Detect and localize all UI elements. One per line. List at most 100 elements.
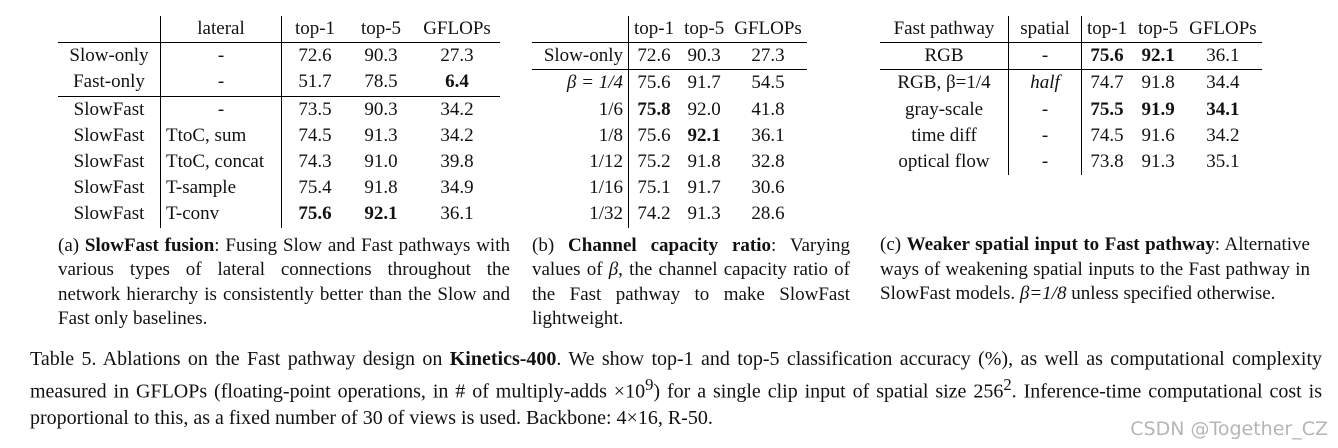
table-a-header-gflops: GFLOPs: [414, 16, 500, 44]
gflops-cell: 39.8: [440, 151, 474, 173]
caption-label: (b): [532, 234, 569, 256]
table-b: top-1 top-5 GFLOPs Slow-only 72.6 90.3 2…: [532, 16, 807, 228]
caption-title: Channel capacity ratio: [568, 234, 772, 256]
gflops-cell: 34.2: [1206, 124, 1240, 146]
table-a-panel: lateral top-1 top-5 GFLOPs Slow-only - 7…: [58, 16, 510, 332]
ratio-cell: 1/32: [532, 201, 629, 228]
top1-cell: 75.6: [637, 124, 671, 146]
table-a-header-lateral: lateral: [160, 16, 282, 44]
lateral-cell: -: [160, 42, 282, 70]
caption-beta: β=1/8: [1019, 283, 1067, 305]
top5-cell: 91.6: [1141, 124, 1175, 146]
table-row: 1/12 75.2 91.8 32.8: [532, 148, 807, 176]
top5-cell: 91.3: [364, 124, 398, 146]
input-cell: RGB: [880, 42, 1009, 70]
gflops-cell: 34.2: [440, 124, 474, 146]
main-caption: Table 5. Ablations on the Fast pathway d…: [30, 346, 1322, 431]
watermark: CSDN @Together_CZ: [1130, 418, 1328, 440]
table-a-header-top1: top-1: [281, 16, 348, 44]
table-row: SlowFast T-conv 75.6 92.1 36.1: [58, 201, 500, 228]
top5-cell: 91.8: [1132, 69, 1185, 97]
ratio-cell: β = 1/4: [532, 69, 629, 97]
table-a-header-top5: top-5: [348, 16, 414, 44]
top1-cell: 72.6: [298, 45, 332, 67]
caption-text: , the channel capacity ratio of the Fast…: [532, 259, 850, 329]
model-cell: SlowFast: [58, 201, 161, 228]
top1-cell: 74.7: [1081, 69, 1133, 97]
table-row: time diff - 74.5 91.6 34.2: [880, 122, 1262, 149]
input-cell: time diff: [880, 122, 1009, 149]
caption-text: : Alternative ways of weakening spatial …: [880, 234, 1310, 305]
top1-cell: 51.7: [298, 71, 332, 93]
main-caption-text: . Inference-time computational cost is p…: [30, 380, 1322, 429]
table-b-header-gflops: GFLOPs: [729, 16, 807, 44]
top1-cell: 75.6: [628, 69, 680, 97]
caption-label: (c): [880, 234, 907, 256]
top1-cell: 74.5: [1090, 124, 1124, 146]
caption-text: : Varying values of: [532, 234, 851, 281]
spatial-cell: -: [1008, 42, 1082, 70]
table-c-caption: (c) Weaker spatial input to Fast pathway…: [880, 233, 1310, 307]
gflops-cell: 36.1: [1206, 45, 1240, 67]
input-cell: optical flow: [880, 148, 1009, 176]
table-row: SlowFast TtoC, concat 74.3 91.0 39.8: [58, 148, 500, 176]
table-c-header-spatial: spatial: [1008, 16, 1082, 44]
top1-cell: 74.5: [298, 124, 332, 146]
table-row: SlowFast TtoC, sum 74.5 91.3 34.2: [58, 122, 500, 149]
top5-cell: 91.8: [687, 151, 721, 173]
gflops-cell: 35.1: [1206, 151, 1240, 173]
top1-cell: 73.8: [1090, 151, 1124, 173]
top5-cell: 78.5: [364, 71, 398, 93]
table-row: 1/32 74.2 91.3 28.6: [532, 201, 807, 228]
top5-cell: 92.1: [687, 124, 721, 146]
lateral-cell: T-sample: [160, 175, 282, 202]
table-a: lateral top-1 top-5 GFLOPs Slow-only - 7…: [58, 16, 500, 228]
table-row: Fast-only - 51.7 78.5 6.4: [58, 69, 500, 97]
model-cell: Slow-only: [58, 42, 161, 70]
gflops-cell: 34.9: [440, 177, 474, 199]
gflops-cell: 28.6: [751, 203, 785, 225]
model-cell: SlowFast: [58, 175, 161, 202]
table-row: optical flow - 73.8 91.3 35.1: [880, 148, 1262, 176]
gflops-cell: 34.4: [1184, 69, 1262, 97]
top5-cell: 90.3: [364, 45, 398, 67]
table-c-header-gflops: GFLOPs: [1184, 16, 1262, 44]
model-cell: SlowFast: [58, 122, 161, 149]
model-cell: SlowFast: [58, 148, 161, 176]
caption-label: (a): [58, 234, 85, 256]
table-b-caption: (b) Channel capacity ratio: Varying valu…: [532, 234, 850, 332]
table-row: Slow-only - 72.6 90.3 27.3: [58, 42, 500, 70]
caption-title: Weaker spatial input to Fast pathway: [906, 234, 1215, 256]
lateral-cell: -: [160, 95, 282, 123]
ratio-cell: 1/6: [532, 96, 629, 123]
top1-cell: 74.2: [637, 203, 671, 225]
top1-cell: 75.1: [637, 177, 671, 199]
spatial-cell: -: [1008, 148, 1082, 176]
table-row: β = 1/4 75.6 91.7 54.5: [532, 69, 807, 97]
top5-cell: 91.7: [679, 69, 730, 97]
table-b-header-blank: [532, 16, 629, 44]
gflops-cell: 41.8: [751, 98, 785, 120]
table-row: SlowFast T-sample 75.4 91.8 34.9: [58, 175, 500, 202]
table-row: SlowFast - 73.5 90.3 34.2: [58, 95, 500, 123]
input-cell: gray-scale: [880, 96, 1009, 123]
top5-cell: 91.3: [687, 203, 721, 225]
spatial-cell: -: [1008, 122, 1082, 149]
main-caption-text: ) for a single clip input of spatial siz…: [653, 380, 1004, 403]
spatial-cell: half: [1008, 69, 1082, 97]
gflops-cell: 30.6: [751, 177, 785, 199]
top5-cell: 92.0: [687, 98, 721, 120]
gflops-cell: 27.3: [440, 45, 474, 67]
top1-cell: 75.5: [1090, 98, 1124, 120]
top1-cell: 75.4: [298, 177, 332, 199]
table-row: Slow-only 72.6 90.3 27.3: [532, 42, 807, 70]
ratio-cell: 1/8: [532, 122, 629, 149]
top5-cell: 91.7: [687, 177, 721, 199]
input-cell: RGB, β=1/4: [880, 69, 1009, 97]
exponent-2: 2: [1003, 375, 1012, 394]
caption-text: : Fusing Slow and Fast pathways with var…: [58, 234, 510, 330]
top1-cell: 73.5: [281, 95, 348, 123]
ratio-cell: 1/12: [532, 148, 629, 176]
table-c-panel: Fast pathway spatial top-1 top-5 GFLOPs …: [880, 16, 1310, 307]
table-row: RGB - 75.6 92.1 36.1: [880, 42, 1262, 70]
